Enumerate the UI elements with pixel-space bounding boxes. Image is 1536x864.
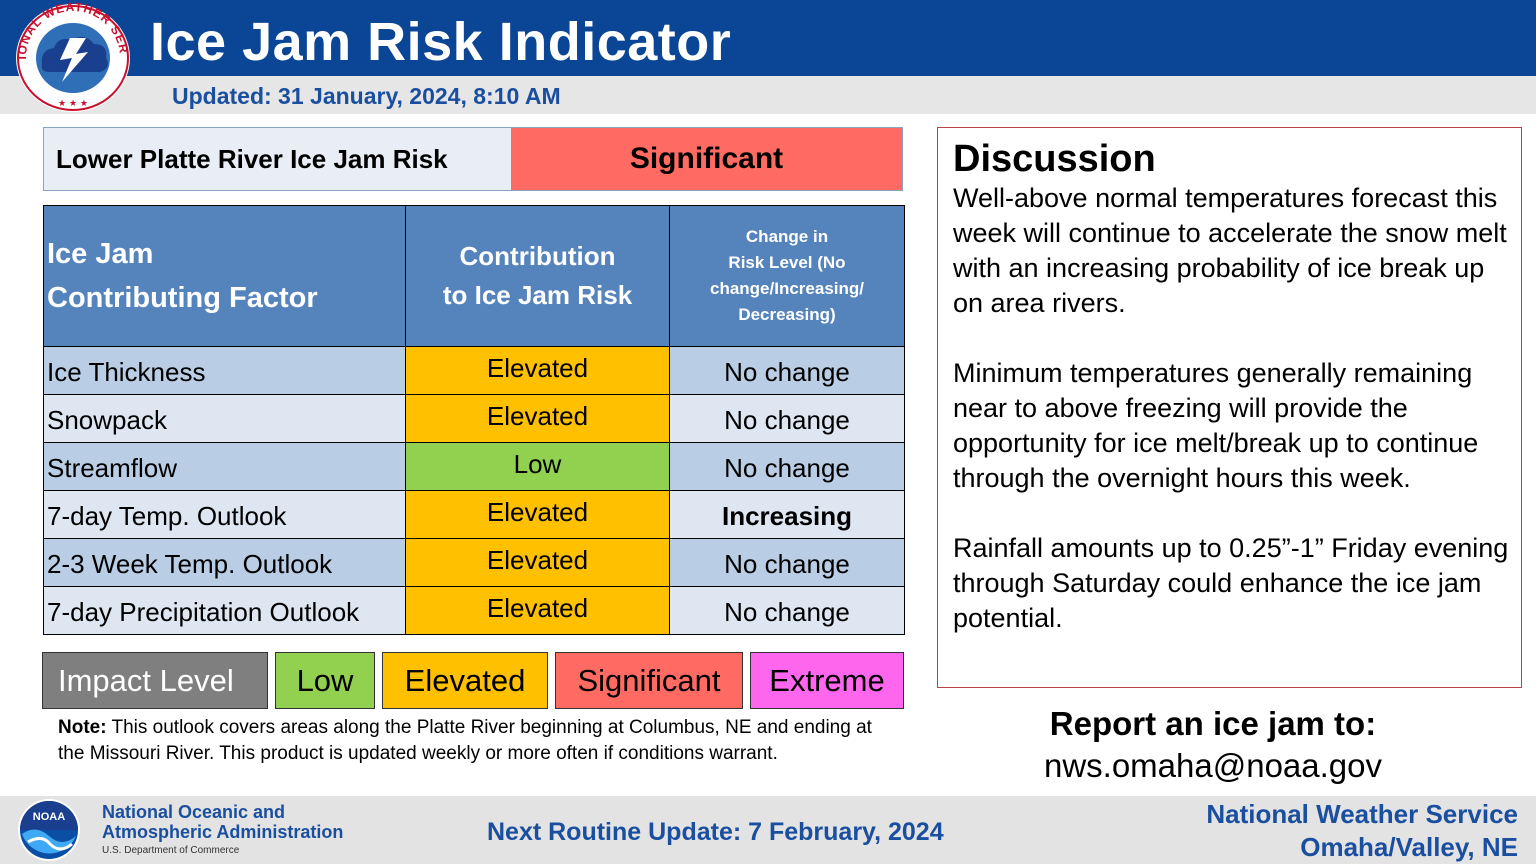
contribution-cell: Low	[405, 442, 670, 491]
footer-bar	[0, 796, 1536, 864]
header-contribution-line2: to Ice Jam Risk	[442, 280, 633, 310]
header-change-line3: change/Increasing/	[710, 279, 864, 298]
report-email-link[interactable]: nws.omaha@noaa.gov	[1043, 747, 1383, 784]
table-row: 7-day Temp. Outlook Elevated Increasing	[43, 490, 905, 539]
change-cell: No change	[669, 442, 905, 491]
contribution-cell: Elevated	[405, 490, 670, 539]
noaa-logo-text: NOAA	[33, 811, 65, 823]
legend-low: Low	[275, 652, 375, 709]
noaa-department: U.S. Department of Commerce	[102, 845, 240, 856]
header-bar	[0, 0, 1536, 76]
updated-timestamp: Updated: 31 January, 2024, 8:10 AM	[172, 83, 561, 109]
factor-cell: Ice Thickness	[43, 346, 406, 395]
header-contribution-line1: Contribution	[459, 241, 616, 271]
overall-risk-box: Lower Platte River Ice Jam Risk Signific…	[43, 127, 903, 191]
header-contribution: Contribution to Ice Jam Risk	[405, 205, 670, 347]
overall-risk-value: Significant	[511, 128, 902, 190]
table-header-row: Ice Jam Contributing Factor Contribution…	[43, 205, 905, 347]
contributing-factor-table: Ice Jam Contributing Factor Contribution…	[43, 205, 905, 635]
header-factor-line1: Ice Jam	[47, 238, 154, 270]
factor-cell: Streamflow	[43, 442, 406, 491]
coverage-note: Note: This outlook covers areas along th…	[58, 715, 898, 766]
report-label: Report an ice jam to:	[1049, 705, 1377, 742]
impact-level-legend: Impact Level Low Elevated Significant Ex…	[42, 652, 904, 709]
factor-cell: 2-3 Week Temp. Outlook	[43, 538, 406, 587]
note-prefix: Note:	[58, 717, 107, 738]
header-change-line1: Change in	[745, 227, 829, 246]
overall-risk-label: Lower Platte River Ice Jam Risk	[44, 128, 511, 190]
svg-text:★ ★ ★: ★ ★ ★	[58, 99, 88, 109]
discussion-panel: Discussion Well-above normal temperature…	[937, 127, 1522, 688]
legend-extreme: Extreme	[750, 652, 904, 709]
contribution-cell: Elevated	[405, 346, 670, 395]
office-location: Omaha/Valley, NE	[1300, 832, 1518, 862]
table-row: Snowpack Elevated No change	[43, 394, 905, 443]
nws-logo: NATIONAL WEATHER SERVICE ★ ★ ★	[12, 2, 130, 112]
table-row: Ice Thickness Elevated No change	[43, 346, 905, 395]
contribution-cell: Elevated	[405, 586, 670, 635]
header-subbar	[0, 76, 1536, 114]
noaa-name-line2: Atmospheric Administration	[102, 822, 344, 842]
header-change: Change in Risk Level (No change/Increasi…	[669, 205, 905, 347]
header-change-line2: Risk Level (No	[728, 253, 846, 272]
change-cell: Increasing	[669, 490, 905, 539]
factor-cell: Snowpack	[43, 394, 406, 443]
header-change-line4: Decreasing)	[738, 305, 836, 324]
noaa-logo: NOAA	[18, 799, 80, 861]
discussion-paragraph: Minimum temperatures generally remaining…	[953, 358, 1479, 493]
contribution-cell: Elevated	[405, 538, 670, 587]
noaa-name-line1: National Oceanic and	[102, 802, 286, 822]
office-name: National Weather Service	[1206, 799, 1518, 829]
next-update: Next Routine Update: 7 February, 2024	[487, 818, 944, 846]
legend-title: Impact Level	[42, 652, 268, 709]
table-row: 7-day Precipitation Outlook Elevated No …	[43, 586, 905, 635]
change-cell: No change	[669, 586, 905, 635]
contribution-cell: Elevated	[405, 394, 670, 443]
legend-elevated: Elevated	[382, 652, 548, 709]
header-factor: Ice Jam Contributing Factor	[43, 205, 406, 347]
header-factor-line2: Contributing Factor	[47, 282, 318, 314]
change-cell: No change	[669, 538, 905, 587]
discussion-title: Discussion	[953, 138, 1156, 180]
factor-cell: 7-day Precipitation Outlook	[43, 586, 406, 635]
discussion-paragraph: Well-above normal temperatures forecast …	[953, 183, 1507, 318]
table-row: Streamflow Low No change	[43, 442, 905, 491]
legend-significant: Significant	[555, 652, 743, 709]
table-row: 2-3 Week Temp. Outlook Elevated No chang…	[43, 538, 905, 587]
note-text: This outlook covers areas along the Plat…	[58, 717, 872, 764]
change-cell: No change	[669, 346, 905, 395]
change-cell: No change	[669, 394, 905, 443]
page-title: Ice Jam Risk Indicator	[150, 12, 732, 72]
factor-cell: 7-day Temp. Outlook	[43, 490, 406, 539]
discussion-paragraph: Rainfall amounts up to 0.25”-1” Friday e…	[953, 533, 1509, 633]
